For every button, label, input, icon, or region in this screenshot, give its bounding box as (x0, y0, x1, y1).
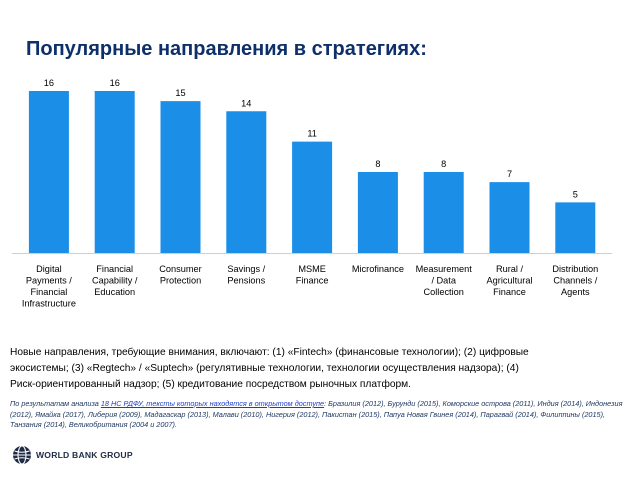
bar (160, 101, 201, 253)
summary-line: экосистемы; (3) «Regtech» / «Suptech» (р… (10, 363, 519, 374)
bar-value-label: 7 (507, 169, 512, 179)
category-tick-label: Microfinance (352, 264, 404, 274)
sources-prefix: По результатам анализа (10, 399, 101, 408)
bar-value-label: 14 (241, 98, 251, 108)
logo-text: WORLD BANK GROUP (36, 450, 133, 460)
world-bank-globe-icon (13, 445, 31, 465)
slide-title: Популярные направления в стратегиях: (26, 38, 427, 60)
bar-value-label: 8 (441, 159, 446, 169)
bar-value-label: 5 (573, 189, 578, 199)
category-tick-label: Savings / Pensions (227, 264, 265, 286)
bar (292, 141, 333, 253)
category-tick-label: Consumer Protection (159, 264, 201, 286)
sources-note: По результатам анализа 18 НС РДФУ, текст… (10, 399, 628, 431)
category-tick-label: MSME Finance (296, 264, 329, 286)
category-tick-label: Financial Capability / Education (92, 264, 138, 297)
summary-line: Риск-ориентированный надзор; (5) кредито… (10, 379, 411, 390)
bar (357, 172, 398, 253)
bar (28, 91, 69, 253)
sources-countries: : Бразилия (2012), Бурунди (2015), Комор… (10, 399, 623, 429)
bar-value-label: 16 (44, 78, 54, 88)
category-tick-label: Rural / Agricultural Finance (487, 264, 533, 297)
world-bank-logo: WORLD BANK GROUP (12, 445, 133, 465)
bar (94, 91, 135, 253)
bar (226, 111, 267, 253)
category-tick-label: Digital Payments / Financial Infrastructure (22, 264, 76, 309)
bar-value-label: 8 (375, 159, 380, 169)
category-tick-label: Distribution Channels / Agents (552, 264, 598, 297)
bar-value-label: 11 (307, 129, 317, 139)
bar-chart: 16 Digital Payments / Financial Infrastructu… (12, 78, 612, 309)
bar-value-label: 16 (110, 78, 120, 88)
summary-line: Новые направления, требующие внимания, в… (10, 347, 529, 358)
summary-text: Новые направления, требующие внимания, в… (10, 345, 630, 393)
sources-link[interactable]: 18 НС РДФУ, тексты которых находятся в о… (100, 399, 325, 408)
category-tick-label: Measurement / Data Collection (416, 264, 473, 297)
bar-value-label: 15 (175, 88, 185, 98)
bar (555, 202, 596, 253)
bar (423, 172, 464, 253)
bar (489, 182, 530, 253)
